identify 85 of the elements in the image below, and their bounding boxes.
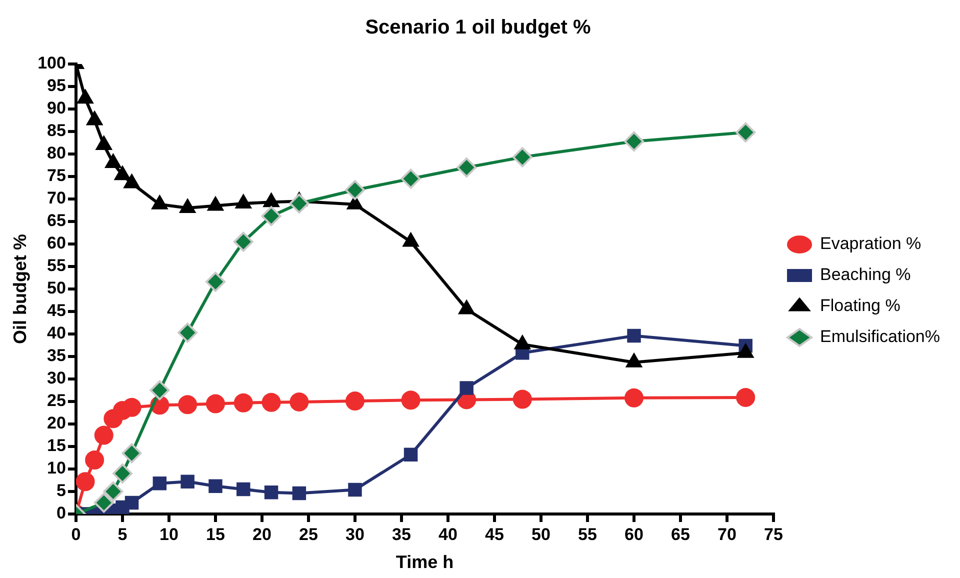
- x-axis-title: Time h: [396, 552, 454, 572]
- chart-title: Scenario 1 oil budget %: [365, 16, 592, 39]
- x-tick-label: 10: [160, 524, 178, 544]
- y-tick-label: 40: [47, 324, 66, 343]
- point: [736, 388, 756, 407]
- point: [348, 482, 362, 497]
- point: [178, 395, 198, 414]
- y-tick-label: 35: [47, 346, 66, 366]
- legend-label: Evapration %: [820, 234, 922, 254]
- point: [345, 392, 364, 411]
- y-tick-label: 75: [47, 166, 66, 186]
- point: [512, 147, 532, 168]
- point: [624, 388, 644, 408]
- point: [292, 486, 306, 500]
- point: [152, 476, 167, 490]
- point: [512, 390, 532, 409]
- x-tick-label: 30: [346, 524, 364, 544]
- point: [624, 131, 644, 152]
- y-tick-label: 90: [47, 98, 66, 118]
- point: [205, 272, 226, 292]
- x-tick-label: 55: [578, 524, 597, 544]
- legend-label: Beaching %: [820, 265, 911, 284]
- x-tick-label: 20: [252, 524, 272, 544]
- point: [261, 206, 282, 226]
- point: [150, 380, 170, 400]
- point: [264, 486, 278, 500]
- point: [401, 390, 420, 410]
- point: [262, 392, 281, 412]
- point: [124, 496, 139, 510]
- y-tick-label: 65: [47, 211, 66, 230]
- point: [736, 122, 756, 142]
- point: [627, 328, 641, 343]
- x-tick-label: 0: [71, 524, 81, 544]
- point: [456, 158, 477, 178]
- y-tick-label: 60: [47, 234, 66, 253]
- y-tick-label: 70: [47, 188, 66, 208]
- x-tick-label: 45: [485, 524, 504, 544]
- point: [122, 443, 142, 464]
- point: [85, 450, 104, 470]
- y-tick-label: 5: [56, 481, 66, 500]
- point: [206, 394, 225, 414]
- x-tick-label: 70: [718, 524, 736, 544]
- point: [208, 479, 222, 493]
- point: [103, 482, 124, 502]
- y-tick-label: 95: [47, 76, 66, 96]
- y-tick-label: 100: [38, 54, 66, 73]
- x-tick-label: 65: [671, 524, 690, 544]
- y-tick-label: 15: [47, 436, 66, 456]
- y-axis-title: Oil budget %: [10, 234, 30, 344]
- point: [400, 168, 421, 189]
- y-tick-label: 20: [47, 414, 66, 433]
- point: [460, 381, 474, 395]
- y-tick-label: 30: [47, 368, 66, 388]
- point: [404, 448, 418, 462]
- y-tick-label: 0: [56, 504, 66, 523]
- x-tick-label: 5: [118, 524, 128, 544]
- point: [122, 398, 142, 417]
- y-tick-label: 25: [47, 391, 66, 410]
- y-tick-label: 85: [47, 121, 66, 140]
- x-tick-label: 35: [392, 524, 411, 544]
- x-tick-label: 15: [206, 524, 225, 544]
- x-tick-label: 60: [624, 524, 644, 544]
- legend-label: Emulsification%: [820, 327, 940, 346]
- y-tick-label: 10: [47, 458, 66, 478]
- y-tick-label: 45: [47, 301, 66, 320]
- y-tick-label: 80: [47, 144, 66, 163]
- point: [234, 393, 253, 412]
- point: [94, 492, 114, 513]
- point: [180, 474, 194, 488]
- point: [289, 194, 310, 214]
- point: [344, 180, 365, 200]
- legend-label: Floating %: [820, 296, 900, 316]
- x-tick-label: 50: [532, 524, 550, 544]
- x-tick-label: 75: [764, 524, 783, 544]
- y-tick-label: 50: [47, 278, 66, 298]
- point: [112, 464, 132, 484]
- point: [236, 482, 250, 496]
- point: [290, 392, 309, 412]
- point: [178, 322, 198, 343]
- point: [94, 426, 114, 445]
- x-tick-label: 40: [438, 524, 458, 544]
- x-tick-label: 25: [299, 524, 318, 544]
- point: [76, 472, 95, 492]
- point: [233, 232, 254, 252]
- y-tick-label: 55: [47, 256, 66, 276]
